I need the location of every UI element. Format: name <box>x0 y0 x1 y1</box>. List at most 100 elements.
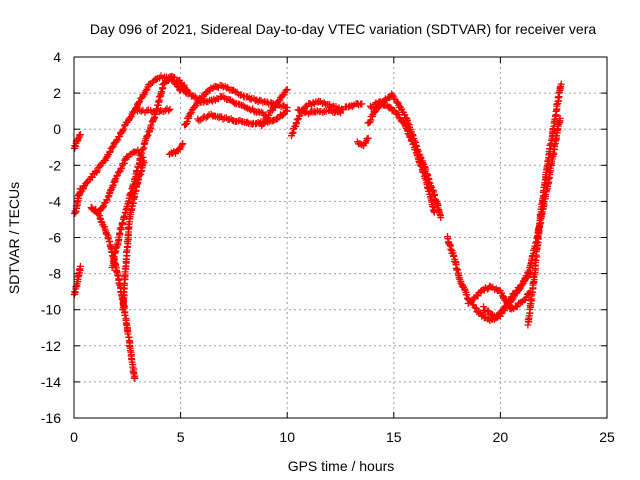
data-point <box>515 286 522 294</box>
series-arc-7 <box>108 72 193 271</box>
data-point <box>200 92 207 100</box>
grid-lines <box>74 57 607 418</box>
data-point <box>111 176 119 184</box>
data-point <box>349 102 356 110</box>
data-point <box>407 137 415 145</box>
x-tick-label: 25 <box>599 429 615 445</box>
data-point <box>147 121 155 129</box>
data-point <box>76 189 84 196</box>
data-point <box>99 203 107 211</box>
data-point <box>136 98 143 106</box>
data-point <box>275 97 283 105</box>
data-point <box>97 218 105 226</box>
data-point <box>185 89 193 97</box>
data-point <box>265 111 273 119</box>
data-point <box>102 154 110 162</box>
series-arc-11 <box>194 107 291 128</box>
data-point <box>122 206 130 214</box>
data-point <box>557 80 565 88</box>
data-point <box>121 311 129 319</box>
data-point <box>193 98 201 106</box>
data-point <box>430 208 438 216</box>
data-point <box>76 131 84 139</box>
x-axis-label: GPS time / hours <box>288 458 395 474</box>
data-point <box>279 111 287 119</box>
plot-frame <box>73 56 608 419</box>
data-point <box>144 131 152 139</box>
data-point <box>165 107 173 115</box>
series-arc-8 <box>134 105 174 116</box>
data-point <box>504 302 512 310</box>
data-point <box>118 295 126 303</box>
data-point <box>114 271 121 279</box>
data-point <box>166 105 174 113</box>
data-point <box>139 145 147 153</box>
data-point <box>143 132 151 140</box>
x-tick-label: 15 <box>386 429 402 445</box>
data-point <box>471 304 479 311</box>
data-point <box>152 75 160 83</box>
data-point <box>218 82 226 90</box>
y-tick-label: 4 <box>53 49 61 65</box>
data-point <box>239 92 247 100</box>
data-point <box>118 164 126 172</box>
series-arc-19 <box>464 282 534 313</box>
series-arc-3 <box>70 262 84 299</box>
data-point <box>356 140 364 148</box>
data-point <box>358 100 366 108</box>
x-tick-label: 5 <box>177 429 185 445</box>
series-arc-13 <box>288 97 366 140</box>
x-tick-labels: 0 5 10 15 20 25 <box>70 429 615 445</box>
series-arc-9 <box>166 140 187 158</box>
data-point <box>486 282 494 290</box>
y-tick-label: 2 <box>53 85 61 101</box>
y-tick-labels: -16 -14 -12 -10 -8 -6 -4 -2 0 2 4 <box>41 49 61 426</box>
data-point <box>518 281 526 289</box>
data-point <box>106 147 114 155</box>
data-point <box>556 114 564 122</box>
y-tick-label: -2 <box>49 157 62 173</box>
series-arc-21 <box>524 80 565 329</box>
data-point <box>364 134 372 142</box>
data-point <box>416 161 424 169</box>
data-point <box>371 108 378 116</box>
data-point <box>179 140 187 148</box>
data-point <box>74 272 82 280</box>
data-point <box>292 119 300 127</box>
data-point <box>103 196 111 204</box>
series-arc-15 <box>353 134 372 150</box>
y-tick-label: -8 <box>49 266 62 282</box>
data-point <box>437 214 445 222</box>
data-point <box>513 303 521 311</box>
data-point <box>525 267 533 275</box>
data-point <box>454 266 462 274</box>
data-point <box>211 96 219 104</box>
data-points <box>70 72 565 382</box>
y-tick-label: -14 <box>41 374 61 390</box>
data-point <box>522 294 530 302</box>
data-point <box>142 87 150 95</box>
data-point <box>244 118 252 126</box>
data-point <box>146 126 154 134</box>
y-tick-label: -16 <box>41 410 61 426</box>
data-point <box>133 167 141 175</box>
data-point <box>367 104 375 112</box>
y-tick-label: -6 <box>49 230 62 246</box>
data-point <box>118 219 126 227</box>
data-point <box>120 125 128 133</box>
x-tick-label: 0 <box>70 429 78 445</box>
data-point <box>288 130 296 137</box>
data-point <box>418 162 425 170</box>
data-point <box>335 108 343 116</box>
data-point <box>386 103 394 111</box>
data-point <box>480 303 487 311</box>
data-point <box>74 194 82 202</box>
data-point <box>501 307 508 315</box>
data-point <box>126 114 134 122</box>
x-tick-label: 20 <box>493 429 509 445</box>
data-point <box>119 127 127 135</box>
data-point <box>121 276 129 283</box>
series-arc-6 <box>88 204 139 382</box>
y-tick-label: 0 <box>53 121 61 137</box>
